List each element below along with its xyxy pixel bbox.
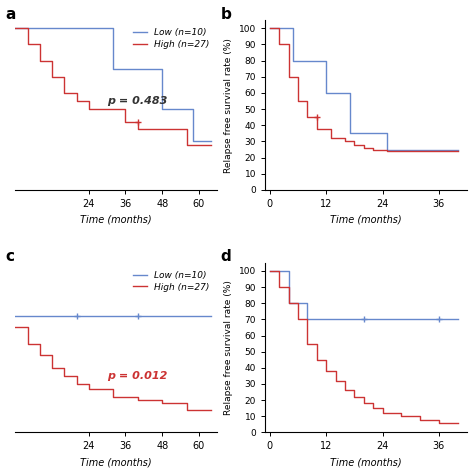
Y-axis label: Relapse free survival rate (%): Relapse free survival rate (%) xyxy=(224,280,233,415)
Text: p = 0.483: p = 0.483 xyxy=(108,96,168,106)
Text: p = 0.012: p = 0.012 xyxy=(108,371,168,381)
X-axis label: Time (months): Time (months) xyxy=(330,215,402,225)
X-axis label: Time (months): Time (months) xyxy=(81,215,152,225)
X-axis label: Time (months): Time (months) xyxy=(330,457,402,467)
Text: c: c xyxy=(5,249,14,264)
Text: a: a xyxy=(5,7,16,22)
Text: d: d xyxy=(220,249,231,264)
Legend: Low (n=10), High (n=27): Low (n=10), High (n=27) xyxy=(129,25,213,53)
Text: b: b xyxy=(220,7,231,22)
Legend: Low (n=10), High (n=27): Low (n=10), High (n=27) xyxy=(129,267,213,295)
Y-axis label: Relapse free survival rate (%): Relapse free survival rate (%) xyxy=(224,37,233,173)
X-axis label: Time (months): Time (months) xyxy=(81,457,152,467)
